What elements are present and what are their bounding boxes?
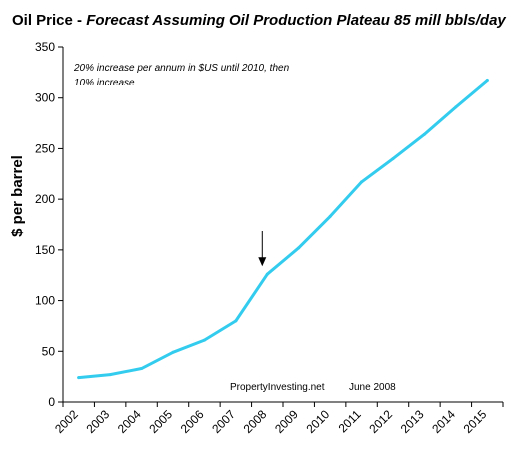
x-tick-label: 2005 <box>146 407 175 436</box>
annotation-note: 20% increase per annum in $US until 2010… <box>73 63 290 89</box>
x-tick-label: 2008 <box>241 407 270 436</box>
y-tick-label: 250 <box>35 141 55 155</box>
arrow-indicator <box>258 231 267 267</box>
data-point <box>77 376 81 380</box>
x-tick-label: 2007 <box>209 407 238 436</box>
data-point <box>360 180 364 184</box>
y-axis-label: $ per barrel <box>9 155 26 237</box>
x-tick-label: 2013 <box>398 407 427 436</box>
data-point <box>108 373 112 377</box>
annotation-note-line: 10% increase <box>74 78 135 89</box>
data-point <box>422 132 426 136</box>
x-tick-label: 2004 <box>115 407 144 436</box>
y-tick-label: 200 <box>35 192 55 206</box>
data-point <box>202 338 206 342</box>
series-group <box>77 78 489 380</box>
chart-title-main: Oil Price - <box>12 12 87 29</box>
data-point <box>140 367 144 371</box>
x-tick-label: 2009 <box>272 407 301 436</box>
data-point <box>328 214 332 218</box>
y-tick-label: 50 <box>42 344 56 358</box>
data-point <box>234 319 238 323</box>
x-tick-label: 2014 <box>429 407 458 436</box>
y-tick-label: 100 <box>35 294 55 308</box>
x-tick-label: 2002 <box>52 407 81 436</box>
y-tick-label: 350 <box>35 40 55 54</box>
y-tick-label: 300 <box>35 91 55 105</box>
chart-title: Oil Price - Forecast Assuming Oil Produc… <box>12 12 506 29</box>
y-tick-label: 0 <box>48 395 55 409</box>
y-tick-label: 150 <box>35 243 55 257</box>
x-tick-label: 2003 <box>83 407 112 436</box>
x-tick-label: 2010 <box>303 407 332 436</box>
x-tick-label: 2011 <box>336 407 364 435</box>
data-point <box>297 246 301 250</box>
data-point <box>391 157 395 161</box>
arrow-head <box>258 257 267 267</box>
x-tick-label: 2015 <box>461 407 490 436</box>
series-line <box>77 78 489 380</box>
x-tick-label: 2012 <box>366 407 395 436</box>
data-point <box>265 272 269 276</box>
annotation-date: June 2008 <box>349 382 396 393</box>
annotation-note-line: 20% increase per annum in $US until 2010… <box>73 63 290 74</box>
annotation-source: PropertyInvesting.net <box>230 382 325 393</box>
x-tick-label: 2006 <box>178 407 207 436</box>
data-point <box>171 350 175 354</box>
chart-subtitle: Forecast Assuming Oil Production Plateau… <box>86 12 506 29</box>
data-point <box>485 78 489 82</box>
data-point <box>454 105 458 109</box>
